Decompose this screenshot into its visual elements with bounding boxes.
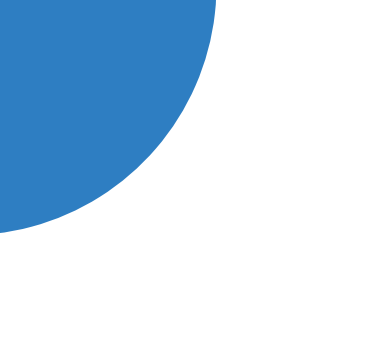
Wedge shape	[0, 0, 216, 235]
